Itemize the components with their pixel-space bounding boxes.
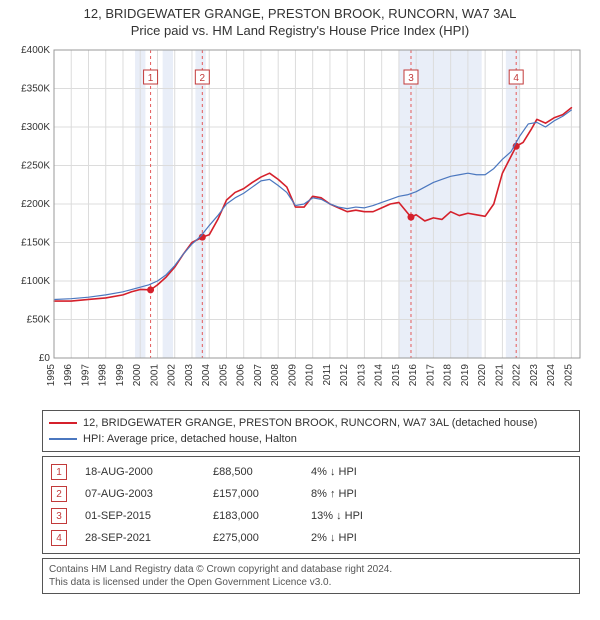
table-row: 1 18-AUG-2000 £88,500 4% ↓ HPI bbox=[49, 461, 573, 483]
svg-text:£400K: £400K bbox=[21, 45, 50, 56]
table-row: 3 01-SEP-2015 £183,000 13% ↓ HPI bbox=[49, 505, 573, 527]
svg-text:2009: 2009 bbox=[287, 364, 298, 387]
svg-text:2011: 2011 bbox=[322, 364, 333, 386]
sale-price: £88,500 bbox=[213, 466, 293, 478]
svg-text:2023: 2023 bbox=[529, 364, 540, 387]
svg-text:2: 2 bbox=[200, 73, 206, 84]
legend: 12, BRIDGEWATER GRANGE, PRESTON BROOK, R… bbox=[42, 410, 580, 452]
svg-text:£350K: £350K bbox=[21, 84, 50, 95]
svg-text:£250K: £250K bbox=[21, 161, 50, 172]
svg-text:2002: 2002 bbox=[167, 364, 178, 387]
svg-text:2014: 2014 bbox=[374, 364, 385, 387]
svg-text:£0: £0 bbox=[39, 353, 51, 364]
sale-price: £157,000 bbox=[213, 488, 293, 500]
svg-text:2003: 2003 bbox=[184, 364, 195, 387]
svg-text:2025: 2025 bbox=[563, 364, 574, 387]
svg-text:2016: 2016 bbox=[408, 364, 419, 387]
svg-text:3: 3 bbox=[408, 73, 414, 84]
svg-text:2008: 2008 bbox=[270, 364, 281, 387]
legend-swatch-hpi bbox=[49, 438, 77, 440]
sale-marker-3: 3 bbox=[51, 508, 67, 524]
price-chart: 1 2 3 4 £0 £50K £100K £150K £200K £250K £300K £350K… bbox=[10, 44, 590, 404]
svg-text:2019: 2019 bbox=[460, 364, 471, 387]
svg-text:2000: 2000 bbox=[132, 364, 143, 387]
sale-delta: 13% ↓ HPI bbox=[311, 510, 431, 522]
svg-text:2006: 2006 bbox=[236, 364, 247, 387]
title-subtitle: Price paid vs. HM Land Registry's House … bbox=[10, 23, 590, 38]
svg-text:2005: 2005 bbox=[218, 364, 229, 387]
table-row: 4 28-SEP-2021 £275,000 2% ↓ HPI bbox=[49, 527, 573, 549]
sale-date: 07-AUG-2003 bbox=[85, 488, 195, 500]
svg-text:2021: 2021 bbox=[494, 364, 505, 387]
sale-delta: 4% ↓ HPI bbox=[311, 466, 431, 478]
legend-label-price-paid: 12, BRIDGEWATER GRANGE, PRESTON BROOK, R… bbox=[83, 417, 537, 429]
legend-item-price-paid: 12, BRIDGEWATER GRANGE, PRESTON BROOK, R… bbox=[49, 415, 573, 431]
svg-text:2015: 2015 bbox=[391, 364, 402, 387]
svg-text:£50K: £50K bbox=[27, 315, 51, 326]
svg-text:1995: 1995 bbox=[46, 364, 57, 387]
svg-text:2022: 2022 bbox=[512, 364, 523, 387]
svg-text:1: 1 bbox=[148, 73, 154, 84]
sale-date: 18-AUG-2000 bbox=[85, 466, 195, 478]
sale-delta: 2% ↓ HPI bbox=[311, 532, 431, 544]
sale-date: 28-SEP-2021 bbox=[85, 532, 195, 544]
sales-table: 1 18-AUG-2000 £88,500 4% ↓ HPI 2 07-AUG-… bbox=[42, 456, 580, 554]
svg-text:2004: 2004 bbox=[201, 364, 212, 387]
legend-swatch-price-paid bbox=[49, 422, 77, 424]
svg-text:2013: 2013 bbox=[356, 364, 367, 387]
svg-text:2017: 2017 bbox=[425, 364, 436, 387]
title-address: 12, BRIDGEWATER GRANGE, PRESTON BROOK, R… bbox=[10, 6, 590, 21]
svg-text:1997: 1997 bbox=[80, 364, 91, 387]
svg-text:2001: 2001 bbox=[149, 364, 160, 387]
legend-item-hpi: HPI: Average price, detached house, Halt… bbox=[49, 431, 573, 447]
svg-text:£300K: £300K bbox=[21, 122, 50, 133]
footer-line-1: Contains HM Land Registry data © Crown c… bbox=[49, 563, 573, 576]
page-root: 12, BRIDGEWATER GRANGE, PRESTON BROOK, R… bbox=[0, 0, 600, 598]
svg-text:4: 4 bbox=[513, 73, 519, 84]
legend-label-hpi: HPI: Average price, detached house, Halt… bbox=[83, 433, 297, 445]
svg-text:2007: 2007 bbox=[253, 364, 264, 387]
svg-text:1999: 1999 bbox=[115, 364, 126, 387]
table-row: 2 07-AUG-2003 £157,000 8% ↑ HPI bbox=[49, 483, 573, 505]
svg-text:1996: 1996 bbox=[63, 364, 74, 387]
svg-text:1998: 1998 bbox=[98, 364, 109, 387]
sale-date: 01-SEP-2015 bbox=[85, 510, 195, 522]
sale-price: £183,000 bbox=[213, 510, 293, 522]
sale-marker-1: 1 bbox=[51, 464, 67, 480]
licence-footer: Contains HM Land Registry data © Crown c… bbox=[42, 558, 580, 594]
sale-delta: 8% ↑ HPI bbox=[311, 488, 431, 500]
svg-text:2012: 2012 bbox=[339, 364, 350, 387]
svg-text:2024: 2024 bbox=[546, 364, 557, 387]
svg-text:2010: 2010 bbox=[305, 364, 316, 387]
chart-svg: 1 2 3 4 £0 £50K £100K £150K £200K £250K £300K £350K… bbox=[10, 44, 590, 404]
sale-marker-2: 2 bbox=[51, 486, 67, 502]
svg-text:£150K: £150K bbox=[21, 238, 50, 249]
sale-marker-4: 4 bbox=[51, 530, 67, 546]
svg-text:£200K: £200K bbox=[21, 199, 50, 210]
footer-line-2: This data is licensed under the Open Gov… bbox=[49, 576, 573, 589]
svg-text:2018: 2018 bbox=[443, 364, 454, 387]
sale-price: £275,000 bbox=[213, 532, 293, 544]
svg-text:£100K: £100K bbox=[21, 276, 50, 287]
svg-text:2020: 2020 bbox=[477, 364, 488, 387]
